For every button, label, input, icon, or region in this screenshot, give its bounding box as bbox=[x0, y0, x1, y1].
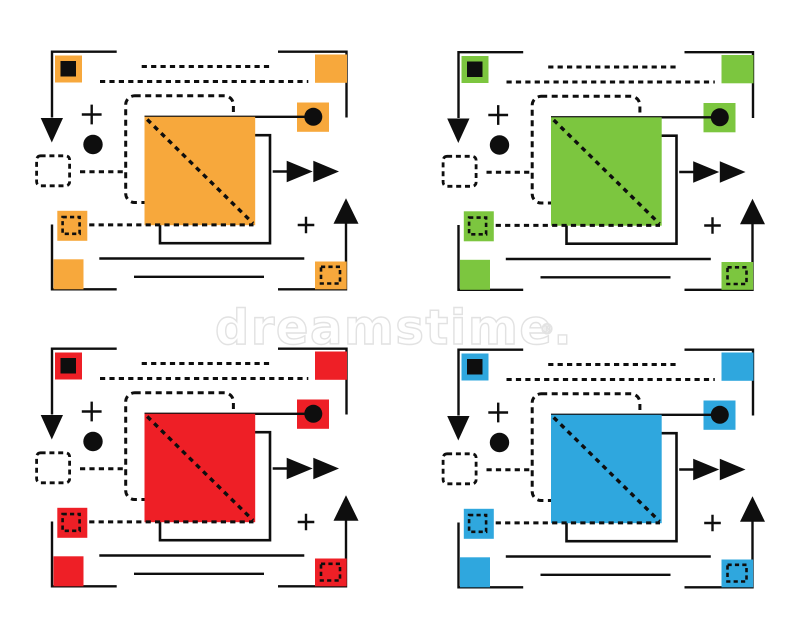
panel-red bbox=[35, 347, 360, 588]
panel-green bbox=[441, 51, 767, 291]
watermark-registered-icon: ® bbox=[540, 322, 554, 338]
panel-orange bbox=[35, 50, 360, 291]
panel-blue bbox=[441, 348, 767, 589]
watermark-text: dreamstime. bbox=[215, 300, 573, 356]
